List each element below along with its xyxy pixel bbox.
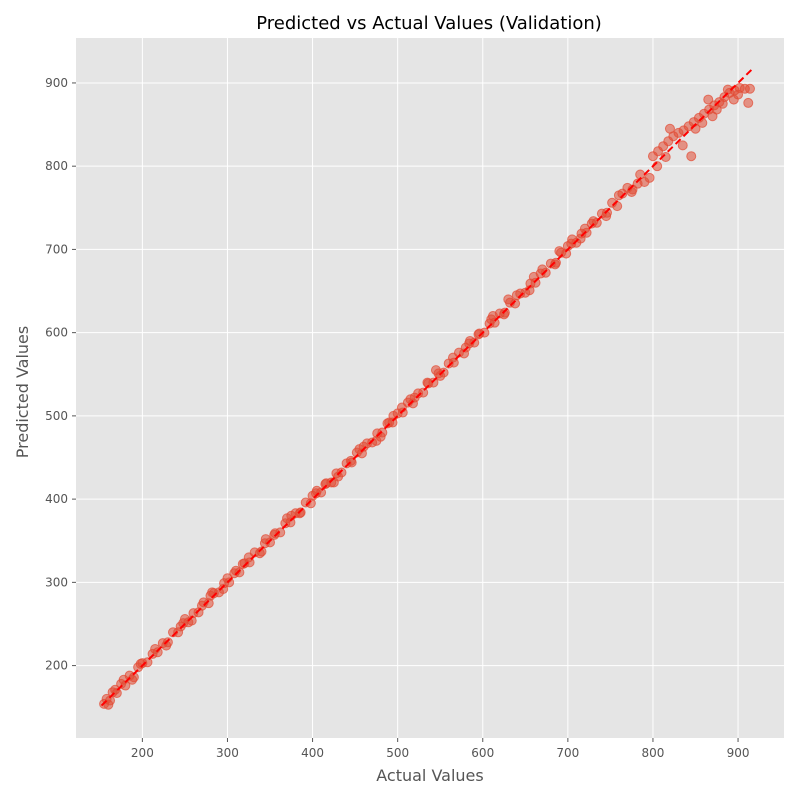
y-tick-label: 700 bbox=[45, 242, 68, 256]
data-point bbox=[196, 600, 207, 611]
data-point bbox=[644, 172, 655, 183]
y-tick-label: 300 bbox=[45, 575, 68, 589]
x-tick-label: 700 bbox=[556, 746, 579, 760]
reference-line bbox=[100, 68, 754, 707]
x-axis-ticks: 200 300 400 500 600 700 800 900 bbox=[131, 738, 750, 760]
y-axis-label: Predicted Values bbox=[13, 326, 32, 458]
x-tick-label: 300 bbox=[216, 746, 239, 760]
data-point bbox=[503, 294, 514, 305]
data-point bbox=[179, 613, 190, 624]
data-point bbox=[499, 309, 510, 320]
data-point bbox=[110, 684, 121, 695]
y-axis-ticks: 200 300 400 500 600 700 800 900 bbox=[45, 76, 76, 673]
data-point bbox=[218, 584, 229, 595]
data-point bbox=[677, 140, 688, 151]
x-tick-label: 800 bbox=[641, 746, 664, 760]
data-point bbox=[686, 151, 697, 162]
data-point bbox=[550, 259, 561, 270]
reference-line-group bbox=[100, 68, 754, 707]
data-point bbox=[418, 387, 429, 398]
x-tick-label: 500 bbox=[386, 746, 409, 760]
y-tick-label: 600 bbox=[45, 326, 68, 340]
grid-lines bbox=[76, 38, 784, 738]
x-tick-label: 600 bbox=[471, 746, 494, 760]
data-point bbox=[487, 311, 498, 322]
data-point bbox=[743, 97, 754, 108]
y-tick-label: 400 bbox=[45, 492, 68, 506]
y-tick-label: 200 bbox=[45, 659, 68, 673]
data-point bbox=[575, 233, 586, 244]
y-tick-label: 800 bbox=[45, 159, 68, 173]
data-point bbox=[733, 89, 744, 100]
data-point bbox=[269, 529, 280, 540]
y-tick-label: 500 bbox=[45, 409, 68, 423]
data-point bbox=[703, 94, 714, 105]
data-point bbox=[430, 365, 441, 376]
x-axis-label: Actual Values bbox=[376, 766, 483, 785]
x-tick-label: 900 bbox=[727, 746, 750, 760]
data-point bbox=[294, 508, 305, 519]
data-point bbox=[473, 329, 484, 340]
data-point bbox=[554, 246, 565, 257]
x-tick-label: 400 bbox=[301, 746, 324, 760]
chart-title: Predicted vs Actual Values (Validation) bbox=[256, 13, 602, 34]
data-point bbox=[256, 546, 267, 557]
data-point bbox=[744, 83, 755, 94]
data-point bbox=[175, 621, 186, 632]
data-point bbox=[664, 123, 675, 134]
y-tick-label: 900 bbox=[45, 76, 68, 90]
x-tick-label: 200 bbox=[131, 746, 154, 760]
